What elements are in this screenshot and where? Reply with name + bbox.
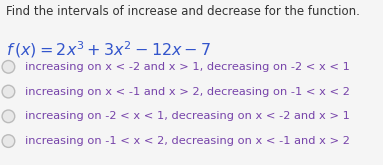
- Text: $\mathit{f}\,\mathit{(x)} = 2x^3 +3x^2 -12x-7$: $\mathit{f}\,\mathit{(x)} = 2x^3 +3x^2 -…: [6, 40, 211, 60]
- Text: increasing on -2 < x < 1, decreasing on x < -2 and x > 1: increasing on -2 < x < 1, decreasing on …: [25, 111, 350, 121]
- Ellipse shape: [2, 135, 15, 147]
- Ellipse shape: [2, 110, 15, 123]
- Ellipse shape: [2, 85, 15, 98]
- Text: increasing on -1 < x < 2, decreasing on x < -1 and x > 2: increasing on -1 < x < 2, decreasing on …: [25, 136, 350, 146]
- Text: Find the intervals of increase and decrease for the function.: Find the intervals of increase and decre…: [6, 5, 360, 18]
- Text: increasing on x < -2 and x > 1, decreasing on -2 < x < 1: increasing on x < -2 and x > 1, decreasi…: [25, 62, 350, 72]
- Ellipse shape: [2, 61, 15, 73]
- Text: increasing on x < -1 and x > 2, decreasing on -1 < x < 2: increasing on x < -1 and x > 2, decreasi…: [25, 87, 350, 97]
